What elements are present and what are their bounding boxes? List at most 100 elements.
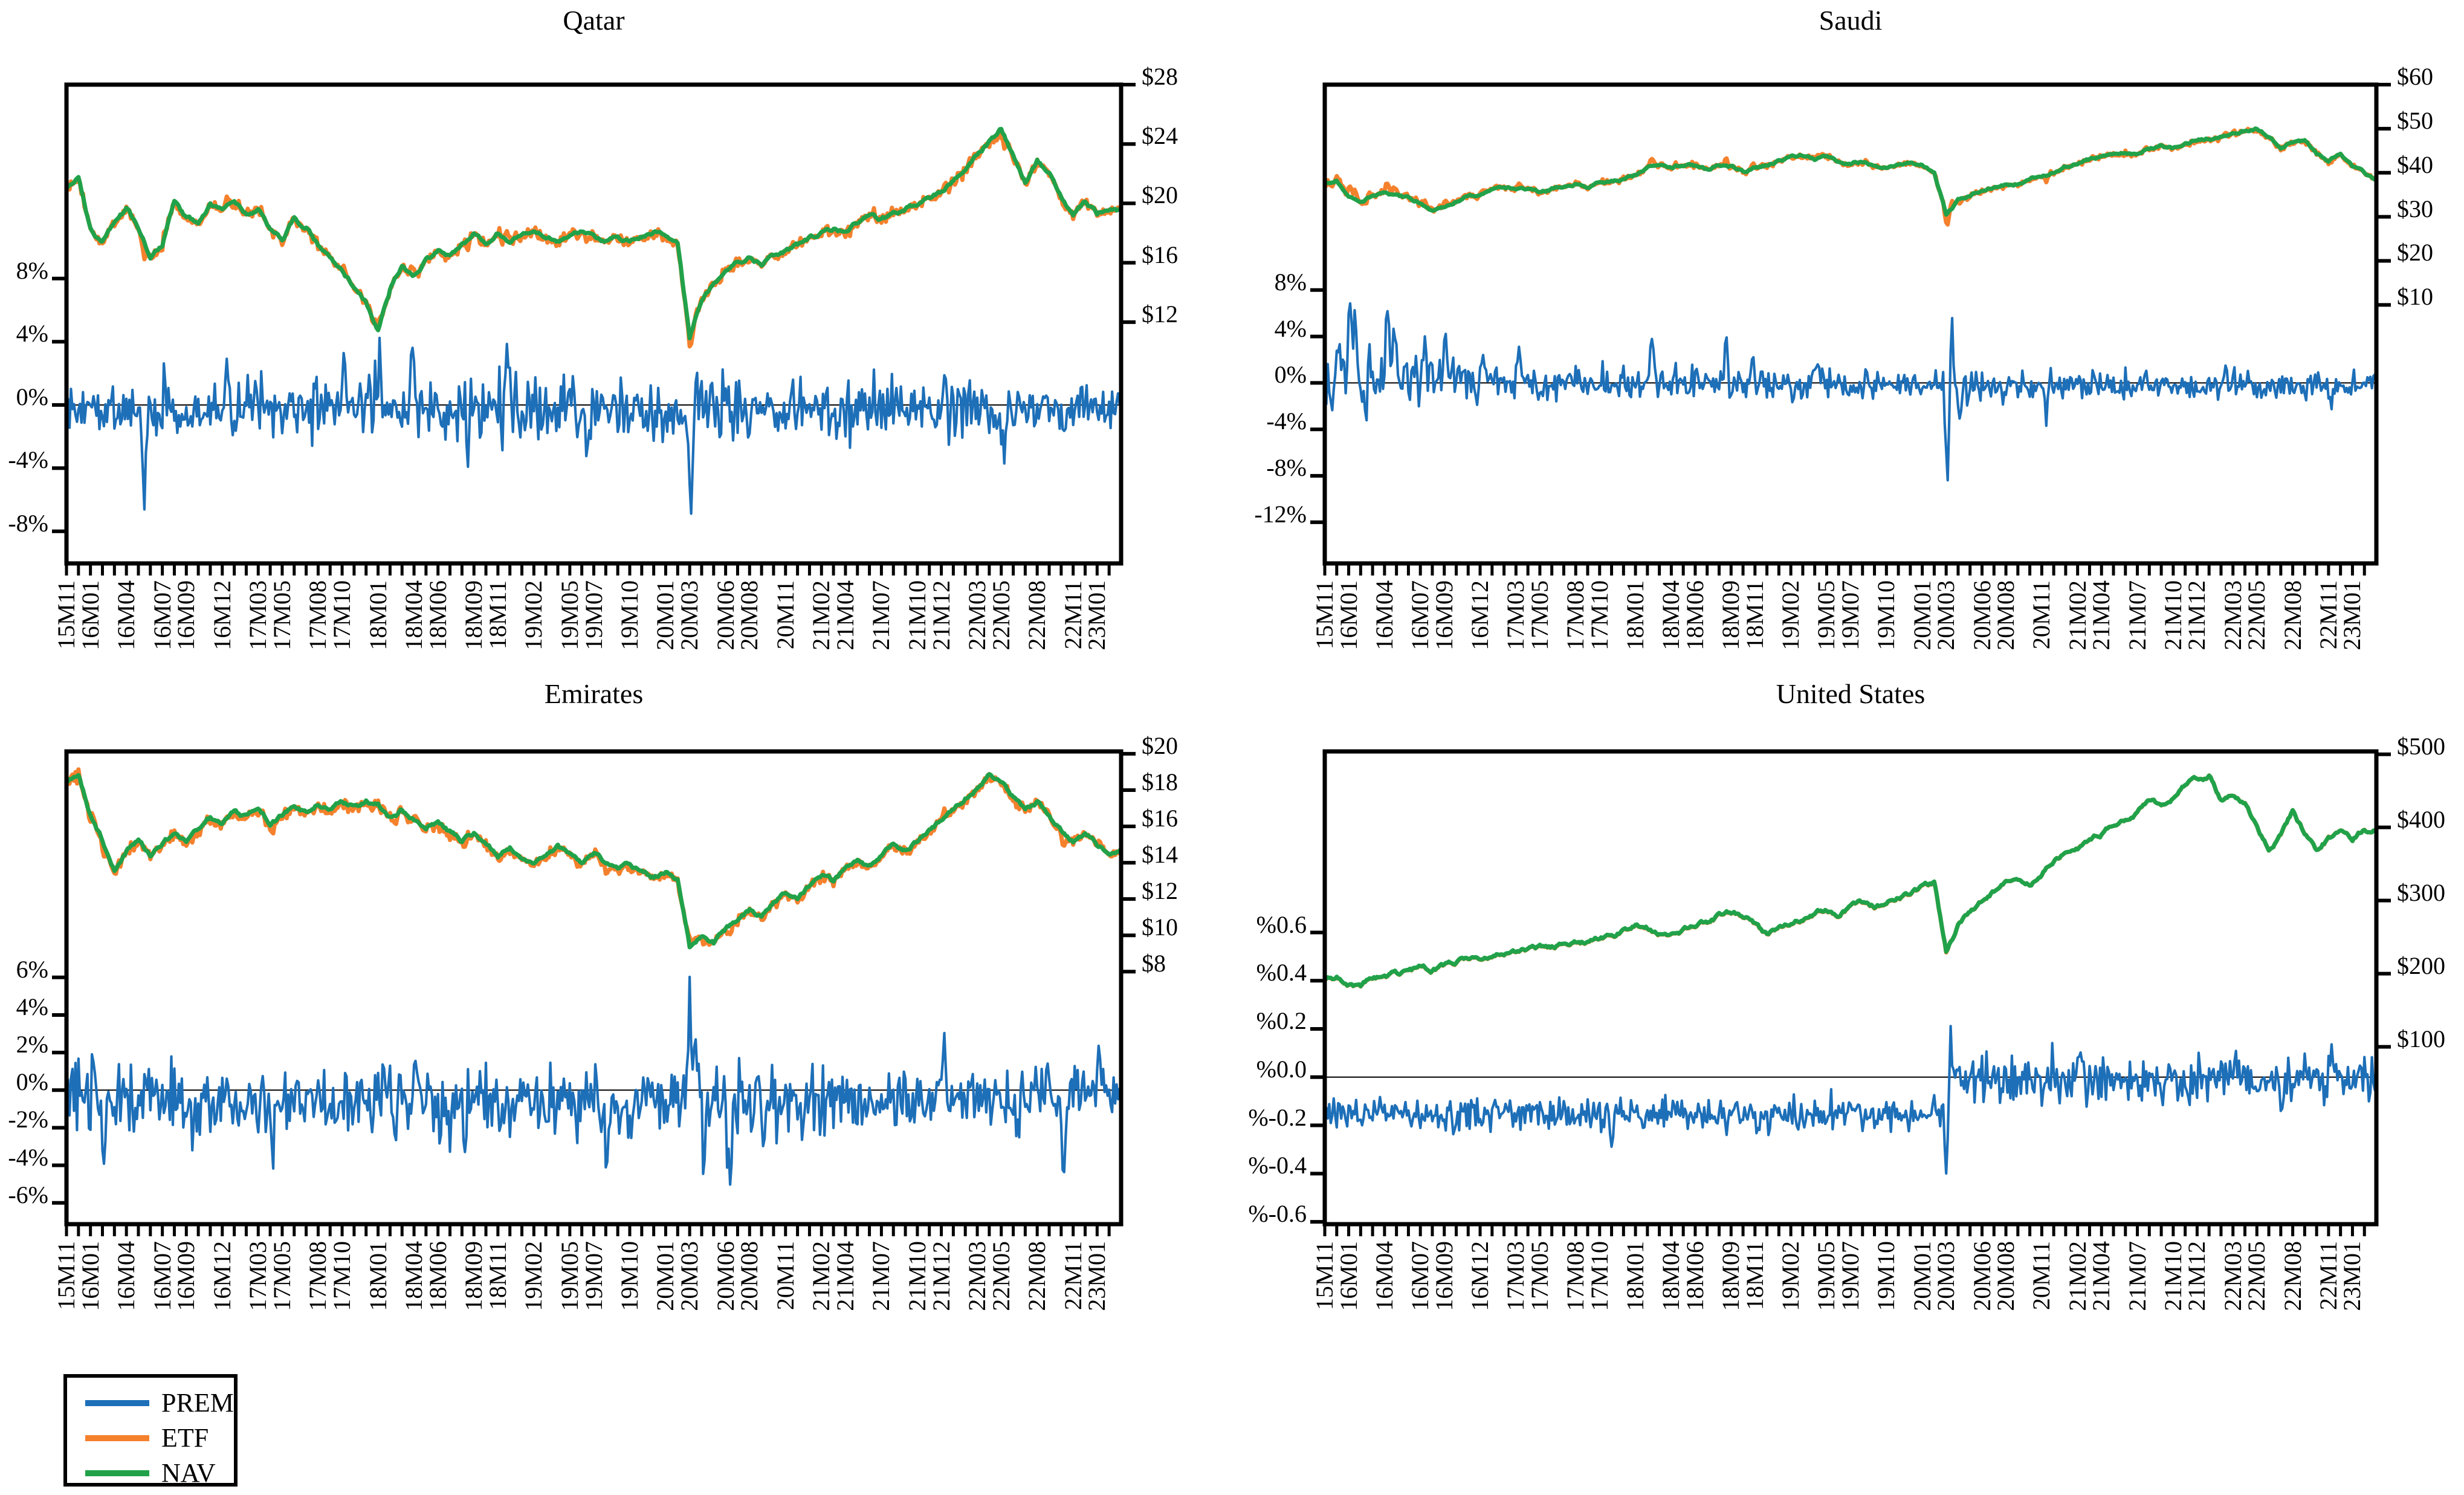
x-axis-label: 18M06 (424, 1241, 451, 1311)
x-axis-label: 21M04 (831, 580, 859, 650)
x-axis-label: 18M01 (1622, 1241, 1649, 1311)
right-axis-label: $60 (2397, 63, 2433, 90)
x-axis-label: 21M12 (927, 1241, 955, 1311)
nav-series-line (1325, 126, 2376, 217)
x-axis-label: 17M05 (268, 580, 296, 650)
etf-series-line (66, 767, 1121, 947)
x-axis-label: 16M12 (208, 1241, 236, 1311)
x-axis-label: 19M10 (615, 580, 643, 650)
left-axis-label: %-0.2 (1248, 1103, 1307, 1131)
x-axis-label: 16M09 (1430, 1241, 1458, 1311)
x-axis-label: 16M09 (1430, 580, 1458, 650)
right-axis-label: $8 (1142, 950, 1166, 978)
x-axis-label: 21M07 (2123, 1241, 2151, 1311)
left-axis-label: -4% (8, 1143, 48, 1171)
x-axis-label: 16M12 (208, 580, 236, 650)
x-axis-label: 20M03 (1932, 1241, 1960, 1311)
x-axis-label: 18M06 (1681, 580, 1709, 650)
x-axis-label: 22M08 (2278, 580, 2306, 650)
nav-series-line (66, 126, 1121, 341)
x-axis-label: 16M01 (1334, 580, 1362, 650)
plot-area-qatar (52, 82, 1136, 576)
x-axis-label: 16M04 (112, 580, 140, 650)
legend-label-nav: NAV (161, 1458, 216, 1488)
x-axis-label: 16M09 (172, 1241, 200, 1311)
x-axis-label: 21M04 (2087, 580, 2115, 650)
x-axis-label: 19M07 (1837, 1241, 1864, 1311)
plot-area-saudi (1310, 82, 2391, 576)
x-axis-label: 16M09 (172, 580, 200, 650)
x-axis-label: 21M04 (831, 1241, 859, 1311)
panel-title-emirates: Emirates (544, 678, 644, 709)
legend-item-prem: PREM (85, 1387, 234, 1419)
x-axis-label: 20M11 (771, 1241, 799, 1311)
x-axis-label: 22M05 (987, 580, 1015, 650)
x-axis-label: 21M12 (927, 580, 955, 650)
x-axis-label: 17M05 (268, 1241, 296, 1311)
x-axis-label: 19M10 (1872, 580, 1900, 650)
left-axis-label: -8% (1266, 454, 1307, 482)
right-axis-label: $12 (1142, 877, 1178, 905)
x-axis-label: 21M10 (903, 580, 931, 650)
x-axis-label: 20M03 (676, 1241, 703, 1311)
right-axis-label: $30 (2397, 195, 2433, 222)
panel-title-us: United States (1776, 678, 1926, 709)
right-axis-label: $14 (1142, 841, 1178, 869)
plot-area-emirates (52, 749, 1136, 1236)
x-axis-label: 21M12 (2183, 580, 2211, 650)
x-axis-label: 17M10 (1585, 1241, 1613, 1311)
x-axis-label: 17M05 (1525, 1241, 1553, 1311)
x-axis-label: 16M12 (1466, 1241, 1494, 1311)
panel-title-qatar: Qatar (563, 5, 625, 36)
x-axis-label: 23M01 (1083, 580, 1111, 650)
left-axis-label: 8% (16, 256, 48, 284)
x-axis-label: 21M10 (903, 1241, 931, 1311)
x-axis-label: 16M01 (1334, 1241, 1362, 1311)
left-axis-label: %-0.6 (1248, 1200, 1307, 1228)
left-axis-label: %0.6 (1256, 910, 1307, 938)
right-axis-label: $10 (2397, 283, 2433, 311)
right-axis-label: $16 (1142, 805, 1178, 832)
x-axis-label: 16M01 (76, 580, 104, 650)
x-axis-label: 17M10 (328, 580, 356, 650)
x-axis-label: 19M10 (615, 1241, 643, 1311)
left-axis-label: 6% (16, 955, 48, 983)
left-axis-label: %0.0 (1256, 1055, 1307, 1083)
plot-frame (1322, 82, 2379, 566)
x-axis-label: 20M08 (736, 580, 763, 650)
nav-series-line (1325, 773, 2376, 988)
x-axis-label: 17M10 (1585, 580, 1613, 650)
prem-series-line (66, 975, 1121, 1186)
x-axis-label: 20M11 (771, 580, 799, 650)
left-axis-label: -8% (8, 509, 48, 537)
etf-line-swatch (85, 1435, 149, 1441)
legend-label-etf: ETF (161, 1423, 209, 1453)
x-axis-label: 16M04 (112, 1241, 140, 1311)
prem-line-swatch (85, 1400, 149, 1406)
right-axis-label: $100 (2397, 1025, 2445, 1052)
x-axis-label: 16M04 (1370, 1241, 1398, 1311)
prem-series-line (1325, 302, 2376, 482)
x-axis-label: 23M01 (2338, 580, 2366, 650)
x-axis-label: 19M07 (580, 580, 607, 650)
legend-label-prem: PREM (161, 1388, 234, 1418)
left-axis-label: 0% (16, 383, 48, 410)
right-axis-label: $12 (1142, 300, 1178, 328)
plot-frame (1322, 749, 2379, 1227)
x-axis-label: 20M11 (2028, 1241, 2055, 1311)
left-axis-label: %-0.4 (1248, 1152, 1307, 1179)
x-axis-label: 22M05 (987, 1241, 1015, 1311)
x-axis-label: 21M12 (2183, 1241, 2211, 1311)
x-axis-label: 19M05 (555, 580, 583, 650)
x-axis-label: 19M05 (555, 1241, 583, 1311)
right-axis-label: $20 (1142, 181, 1178, 209)
x-axis-label: 20M03 (1932, 580, 1960, 650)
left-axis-label: -12% (1254, 500, 1307, 528)
x-axis-label: 23M01 (2338, 1241, 2366, 1311)
x-axis-label: 19M02 (520, 1241, 548, 1311)
x-axis-label: 20M08 (1992, 580, 2020, 650)
x-axis-label: 16M04 (1370, 580, 1398, 650)
x-axis-label: 19M07 (1837, 580, 1864, 650)
legend-box: PREM ETF NAV (63, 1374, 238, 1488)
